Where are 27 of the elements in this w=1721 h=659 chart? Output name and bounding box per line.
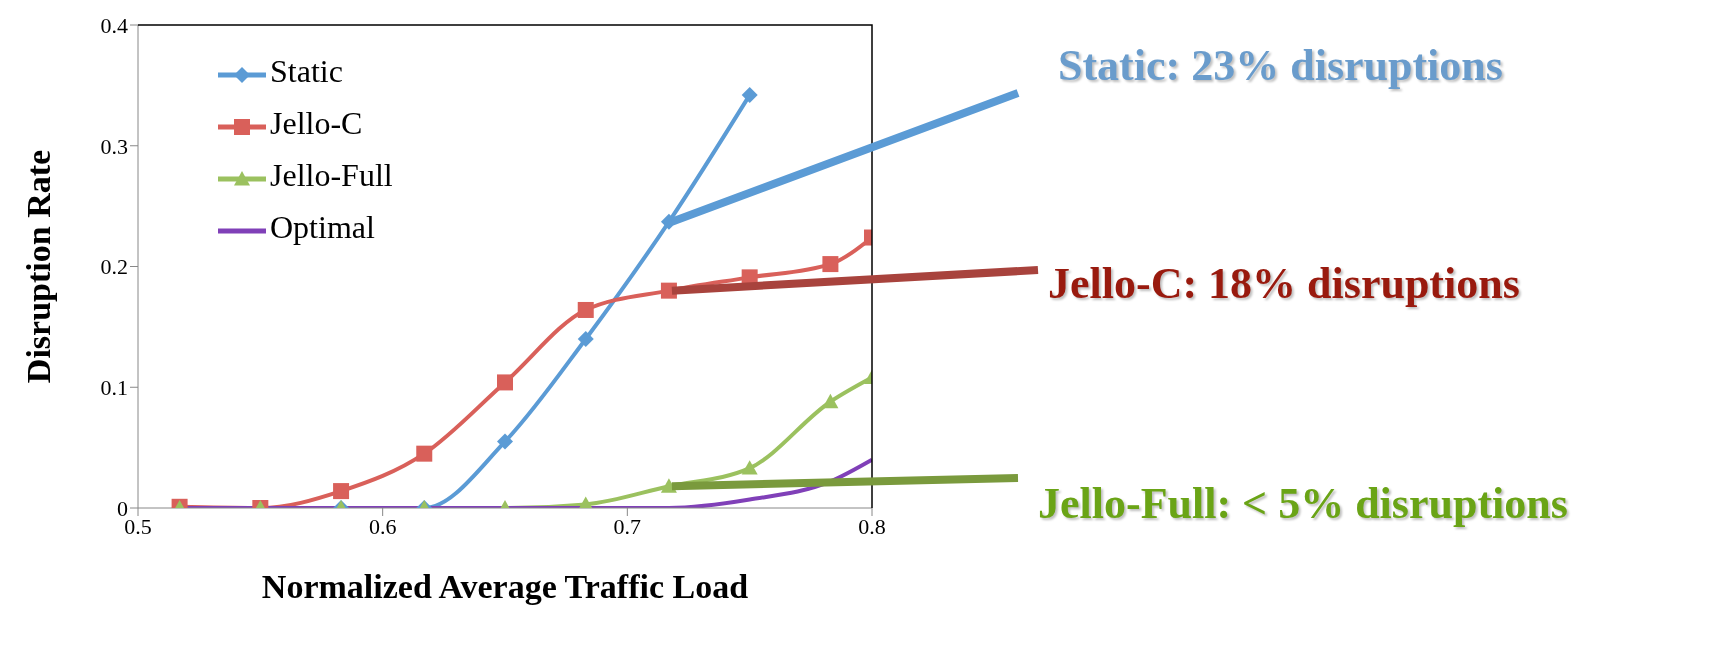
text: Jello-Full: < 5% disruptions xyxy=(1038,479,1568,529)
point xyxy=(822,393,839,409)
y-tick-label: 0.4 xyxy=(100,12,128,38)
point xyxy=(577,330,594,347)
point xyxy=(577,301,594,318)
x-tick-label: 0.8 xyxy=(858,513,886,539)
point xyxy=(416,445,433,462)
legend-label: Optimal xyxy=(270,209,375,246)
point xyxy=(497,433,513,450)
legend-label: Static xyxy=(270,53,343,90)
point xyxy=(822,256,839,273)
point xyxy=(741,460,758,475)
point xyxy=(497,374,513,391)
text: Static: 23% disruptions xyxy=(1058,41,1503,91)
x-tick-label: 0.6 xyxy=(368,513,397,539)
y-tick-label: 0.2 xyxy=(100,254,128,280)
y-tick-label: 0 xyxy=(117,495,128,521)
legend-label: Jello-Full xyxy=(270,157,393,194)
x-tick-label: 0.7 xyxy=(613,513,642,539)
x-axis-title: Normalized Average Traffic Load xyxy=(261,568,749,605)
text: Jello-C: 18% disruptions xyxy=(1048,259,1520,309)
y-tick-label: 0.3 xyxy=(100,133,128,159)
point xyxy=(741,87,758,104)
y-tick-label: 0.1 xyxy=(100,375,128,401)
point xyxy=(660,478,677,493)
legend-label: Jello-C xyxy=(270,105,363,142)
y-axis-title: Disruption Rate xyxy=(20,149,58,384)
